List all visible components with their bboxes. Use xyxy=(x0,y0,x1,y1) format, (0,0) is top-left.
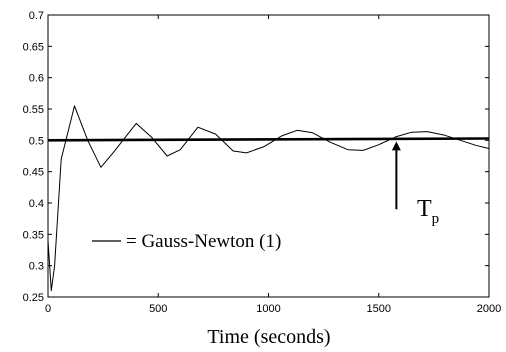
ticks xyxy=(47,14,490,298)
x-axis-label: Time (seconds) xyxy=(207,326,330,348)
x-tick-label: 1500 xyxy=(367,303,391,315)
y-tick-label: 0.25 xyxy=(23,292,44,304)
y-tick-label: 0.7 xyxy=(29,10,44,22)
tp-label-subscript: p xyxy=(432,211,440,227)
y-tick-label: 0.5 xyxy=(29,135,44,147)
x-tick-label: 500 xyxy=(149,303,167,315)
legend-label: = Gauss-Newton (1) xyxy=(126,231,281,252)
x-tick-label: 0 xyxy=(45,303,51,315)
y-tick-labels: 0.25 0.3 0.35 0.4 0.45 0.5 0.55 0.6 0.65 0.7 xyxy=(23,10,44,304)
x-tick-labels: 0 500 1000 1500 2000 xyxy=(45,303,501,315)
y-tick-label: 0.3 xyxy=(29,261,44,273)
series-line-thick xyxy=(47,137,490,142)
plot-frame xyxy=(47,14,490,298)
x-tick-label: 2000 xyxy=(477,303,501,315)
y-tick-label: 0.65 xyxy=(23,41,44,53)
tp-arrow-head xyxy=(391,141,401,151)
y-tick-label: 0.4 xyxy=(29,198,44,210)
tp-label: Tp xyxy=(417,196,439,227)
y-tick-label: 0.35 xyxy=(23,229,44,241)
tp-label-main: T xyxy=(417,196,432,222)
tp-arrow xyxy=(391,141,401,210)
series-layer xyxy=(47,105,490,292)
y-tick-label: 0.6 xyxy=(29,73,44,85)
series-line-thin xyxy=(47,105,490,292)
x-tick-label: 1000 xyxy=(256,303,280,315)
y-tick-label: 0.55 xyxy=(23,104,44,116)
y-tick-label: 0.45 xyxy=(23,167,44,179)
